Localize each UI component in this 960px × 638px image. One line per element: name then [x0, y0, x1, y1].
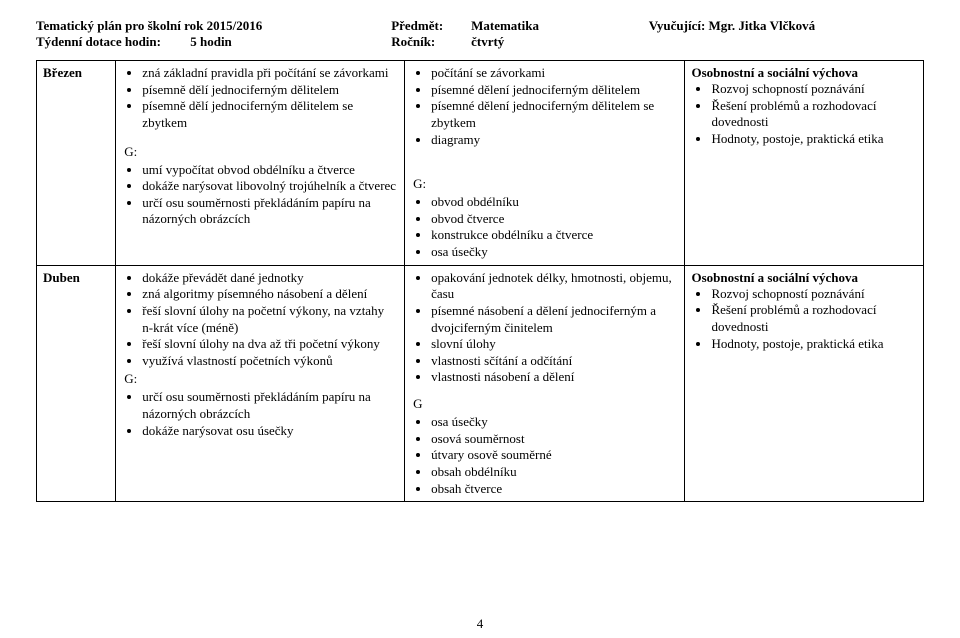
- list-item: určí osu souměrnosti překládáním papíru …: [142, 195, 398, 228]
- list-item: zná základní pravidla při počítání se zá…: [142, 65, 398, 82]
- list-item: písemné dělení jednociferným dělitelem: [431, 82, 678, 99]
- geometry-topics-list: osa úsečky osová souměrnost útvary osově…: [411, 414, 678, 497]
- objectives-list: zná základní pravidla při počítání se zá…: [122, 65, 398, 132]
- list-item: obsah čtverce: [431, 481, 678, 498]
- cross-topics-cell: Osobnostní a sociální výchova Rozvoj sch…: [685, 265, 924, 502]
- list-item: počítání se závorkami: [431, 65, 678, 82]
- page-number: 4: [0, 616, 960, 632]
- list-item: Řešení problémů a rozhodovací dovednosti: [711, 302, 917, 335]
- topics-cell: opakování jednotek délky, hmotnosti, obj…: [405, 265, 685, 502]
- objectives-cell: dokáže převádět dané jednotky zná algori…: [116, 265, 405, 502]
- geometry-topics-list: obvod obdélníku obvod čtverce konstrukce…: [411, 194, 678, 261]
- header-table: Tematický plán pro školní rok 2015/2016 …: [36, 18, 924, 50]
- teacher-value: Vyučující: Mgr. Jitka Vlčková: [649, 18, 924, 34]
- list-item: písemné dělení jednociferným dělitelem s…: [431, 98, 678, 131]
- plan-table: Březen zná základní pravidla při počítán…: [36, 60, 924, 502]
- cross-topic-title: Osobnostní a sociální výchova: [691, 270, 917, 286]
- document-header: Tematický plán pro školní rok 2015/2016 …: [36, 18, 924, 50]
- month-cell: Duben: [37, 265, 116, 502]
- topics-list: opakování jednotek délky, hmotnosti, obj…: [411, 270, 678, 386]
- weekly-hours: Týdenní dotace hodin: 5 hodin: [36, 34, 391, 50]
- header-title: Tematický plán pro školní rok 2015/2016: [36, 18, 391, 34]
- list-item: Hodnoty, postoje, praktická etika: [711, 131, 917, 148]
- list-item: využívá vlastností početních výkonů: [142, 353, 398, 370]
- cross-topics-cell: Osobnostní a sociální výchova Rozvoj sch…: [685, 61, 924, 266]
- page: Tematický plán pro školní rok 2015/2016 …: [0, 0, 960, 638]
- list-item: řeší slovní úlohy na dva až tři početní …: [142, 336, 398, 353]
- g-label: G: [413, 396, 678, 412]
- weekly-hours-label: Týdenní dotace hodin:: [36, 34, 161, 49]
- grade-value: čtvrtý: [471, 34, 649, 50]
- list-item: Hodnoty, postoje, praktická etika: [711, 336, 917, 353]
- list-item: písemně dělí jednociferným dělitelem se …: [142, 98, 398, 131]
- topics-cell: počítání se závorkami písemné dělení jed…: [405, 61, 685, 266]
- list-item: umí vypočítat obvod obdélníku a čtverce: [142, 162, 398, 179]
- list-item: opakování jednotek délky, hmotnosti, obj…: [431, 270, 678, 303]
- list-item: Rozvoj schopností poznávání: [711, 286, 917, 303]
- list-item: útvary osově souměrné: [431, 447, 678, 464]
- list-item: diagramy: [431, 132, 678, 149]
- list-item: vlastnosti násobení a dělení: [431, 369, 678, 386]
- list-item: osa úsečky: [431, 244, 678, 261]
- g-label: G:: [124, 144, 398, 160]
- table-row: Duben dokáže převádět dané jednotky zná …: [37, 265, 924, 502]
- list-item: vlastnosti sčítání a odčítání: [431, 353, 678, 370]
- list-item: osová souměrnost: [431, 431, 678, 448]
- list-item: zná algoritmy písemného násobení a dělen…: [142, 286, 398, 303]
- grade-label: Ročník:: [391, 34, 471, 50]
- list-item: písemné násobení a dělení jednociferným …: [431, 303, 678, 336]
- list-item: obvod obdélníku: [431, 194, 678, 211]
- list-item: konstrukce obdélníku a čtverce: [431, 227, 678, 244]
- list-item: řeší slovní úlohy na početní výkony, na …: [142, 303, 398, 336]
- g-label: G:: [124, 371, 398, 387]
- cross-topics-list: Rozvoj schopností poznávání Řešení probl…: [691, 81, 917, 148]
- list-item: osa úsečky: [431, 414, 678, 431]
- list-item: slovní úlohy: [431, 336, 678, 353]
- cross-topic-title: Osobnostní a sociální výchova: [691, 65, 917, 81]
- cross-topics-list: Rozvoj schopností poznávání Řešení probl…: [691, 286, 917, 353]
- list-item: dokáže narýsovat libovolný trojúhelník a…: [142, 178, 398, 195]
- list-item: Rozvoj schopností poznávání: [711, 81, 917, 98]
- g-label: G:: [413, 176, 678, 192]
- objectives-cell: zná základní pravidla při počítání se zá…: [116, 61, 405, 266]
- subject-label: Předmět:: [391, 18, 471, 34]
- subject-value: Matematika: [471, 18, 649, 34]
- list-item: obsah obdélníku: [431, 464, 678, 481]
- list-item: dokáže převádět dané jednotky: [142, 270, 398, 287]
- geometry-list: umí vypočítat obvod obdélníku a čtverce …: [122, 162, 398, 229]
- topics-list: počítání se závorkami písemné dělení jed…: [411, 65, 678, 148]
- list-item: Řešení problémů a rozhodovací dovednosti: [711, 98, 917, 131]
- weekly-hours-value: 5 hodin: [190, 34, 232, 49]
- list-item: dokáže narýsovat osu úsečky: [142, 423, 398, 440]
- month-cell: Březen: [37, 61, 116, 266]
- header-empty: [649, 34, 924, 50]
- geometry-list: určí osu souměrnosti překládáním papíru …: [122, 389, 398, 439]
- table-row: Březen zná základní pravidla při počítán…: [37, 61, 924, 266]
- list-item: určí osu souměrnosti překládáním papíru …: [142, 389, 398, 422]
- list-item: písemně dělí jednociferným dělitelem: [142, 82, 398, 99]
- objectives-list: dokáže převádět dané jednotky zná algori…: [122, 270, 398, 370]
- list-item: obvod čtverce: [431, 211, 678, 228]
